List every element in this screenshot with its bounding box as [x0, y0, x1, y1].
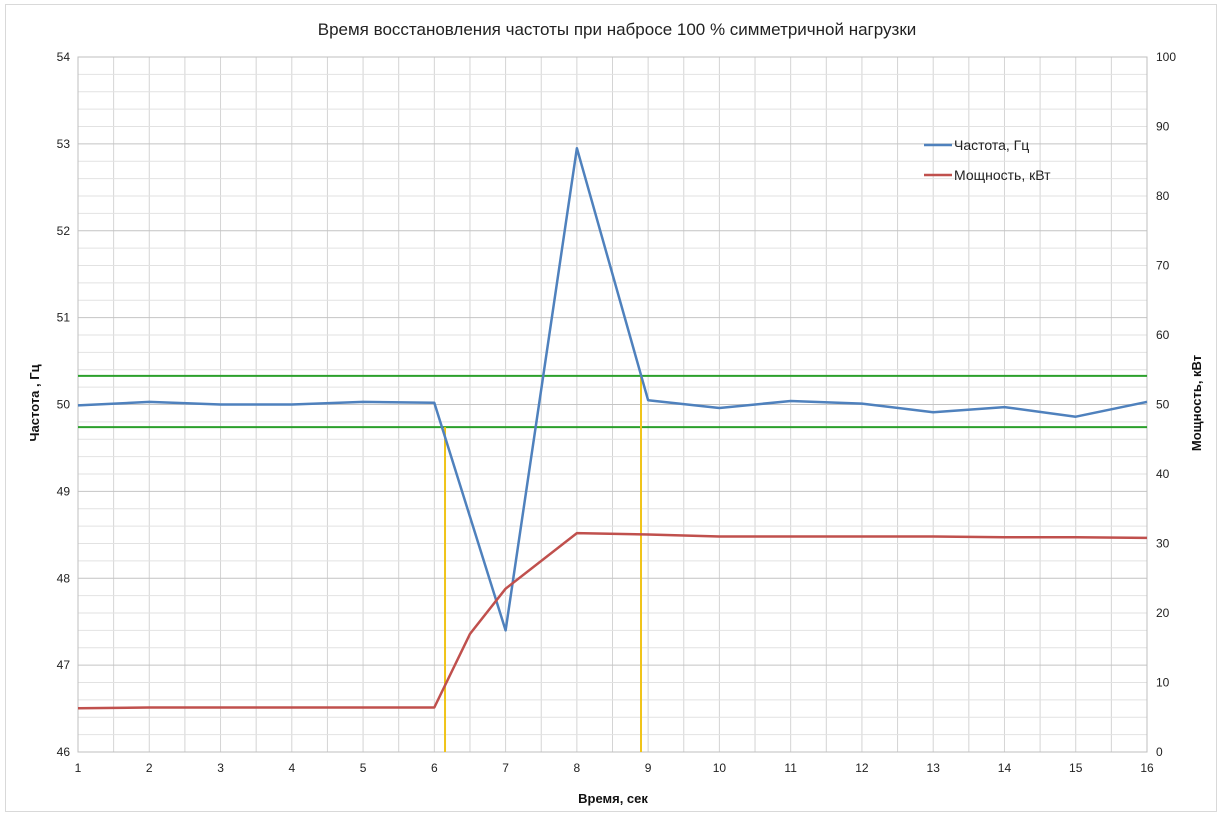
- tick-labels: 1 2 3 4 5 6 7 8 9 10 11 12 13 14 15 1646474849505152535…: [57, 50, 1177, 775]
- y-left-tick-label: 52: [57, 224, 71, 238]
- x-tick-label: 1: [75, 761, 82, 775]
- x-tick-label: 10: [713, 761, 727, 775]
- y-left-tick-label: 46: [57, 745, 71, 759]
- x-tick-label: 6: [431, 761, 438, 775]
- y-right-tick-label: 40: [1156, 467, 1170, 481]
- power-line: [77, 531, 1148, 710]
- y-left-tick-label: 51: [57, 311, 71, 325]
- x-tick-label: 8: [574, 761, 581, 775]
- x-tick-label: 11: [784, 761, 797, 775]
- y-right-tick-label: 60: [1156, 328, 1170, 342]
- x-tick-label: 3: [217, 761, 224, 775]
- x-tick-label: 14: [998, 761, 1012, 775]
- y-right-tick-label: 80: [1156, 189, 1170, 203]
- legend-label-frequency: Частота, Гц: [954, 137, 1029, 153]
- frequency-power-chart: Время восстановления частоты при набросе…: [27, 20, 1204, 806]
- x-axis-title: Время, сек: [578, 791, 648, 806]
- y-axis-left-title: Частота , Гц: [27, 364, 42, 441]
- x-tick-label: 12: [855, 761, 869, 775]
- y-right-tick-label: 30: [1156, 537, 1170, 551]
- y-left-tick-label: 48: [57, 571, 71, 585]
- y-left-tick-label: 49: [57, 484, 71, 498]
- x-tick-label: 2: [146, 761, 153, 775]
- y-axis-right-title: Мощность, кВт: [1189, 355, 1204, 451]
- legend: Частота, Гц Мощность, кВт: [924, 137, 1051, 183]
- grid: [77, 56, 1148, 753]
- y-right-tick-label: 90: [1156, 120, 1170, 134]
- x-tick-label: 16: [1140, 761, 1154, 775]
- y-right-tick-label: 10: [1156, 676, 1170, 690]
- series-lines: [77, 146, 1148, 710]
- y-left-tick-label: 47: [57, 658, 71, 672]
- y-right-tick-label: 20: [1156, 606, 1170, 620]
- y-right-tick-label: 50: [1156, 398, 1170, 412]
- x-tick-label: 4: [288, 761, 295, 775]
- chart-title: Время восстановления частоты при набросе…: [318, 20, 917, 39]
- x-tick-label: 9: [645, 761, 652, 775]
- x-tick-label: 13: [927, 761, 941, 775]
- y-right-tick-label: 0: [1156, 745, 1163, 759]
- y-right-tick-label: 70: [1156, 259, 1170, 273]
- x-tick-label: 15: [1069, 761, 1083, 775]
- y-left-tick-label: 50: [57, 398, 71, 412]
- chart-frame: Время восстановления частоты при набросе…: [5, 4, 1217, 812]
- frequency-line: [77, 146, 1148, 632]
- y-left-tick-label: 54: [57, 50, 71, 64]
- y-left-tick-label: 53: [57, 137, 71, 151]
- reference-lines: [78, 374, 1147, 752]
- x-tick-label: 7: [502, 761, 509, 775]
- x-tick-label: 5: [360, 761, 367, 775]
- legend-label-power: Мощность, кВт: [954, 167, 1051, 183]
- y-right-tick-label: 100: [1156, 50, 1176, 64]
